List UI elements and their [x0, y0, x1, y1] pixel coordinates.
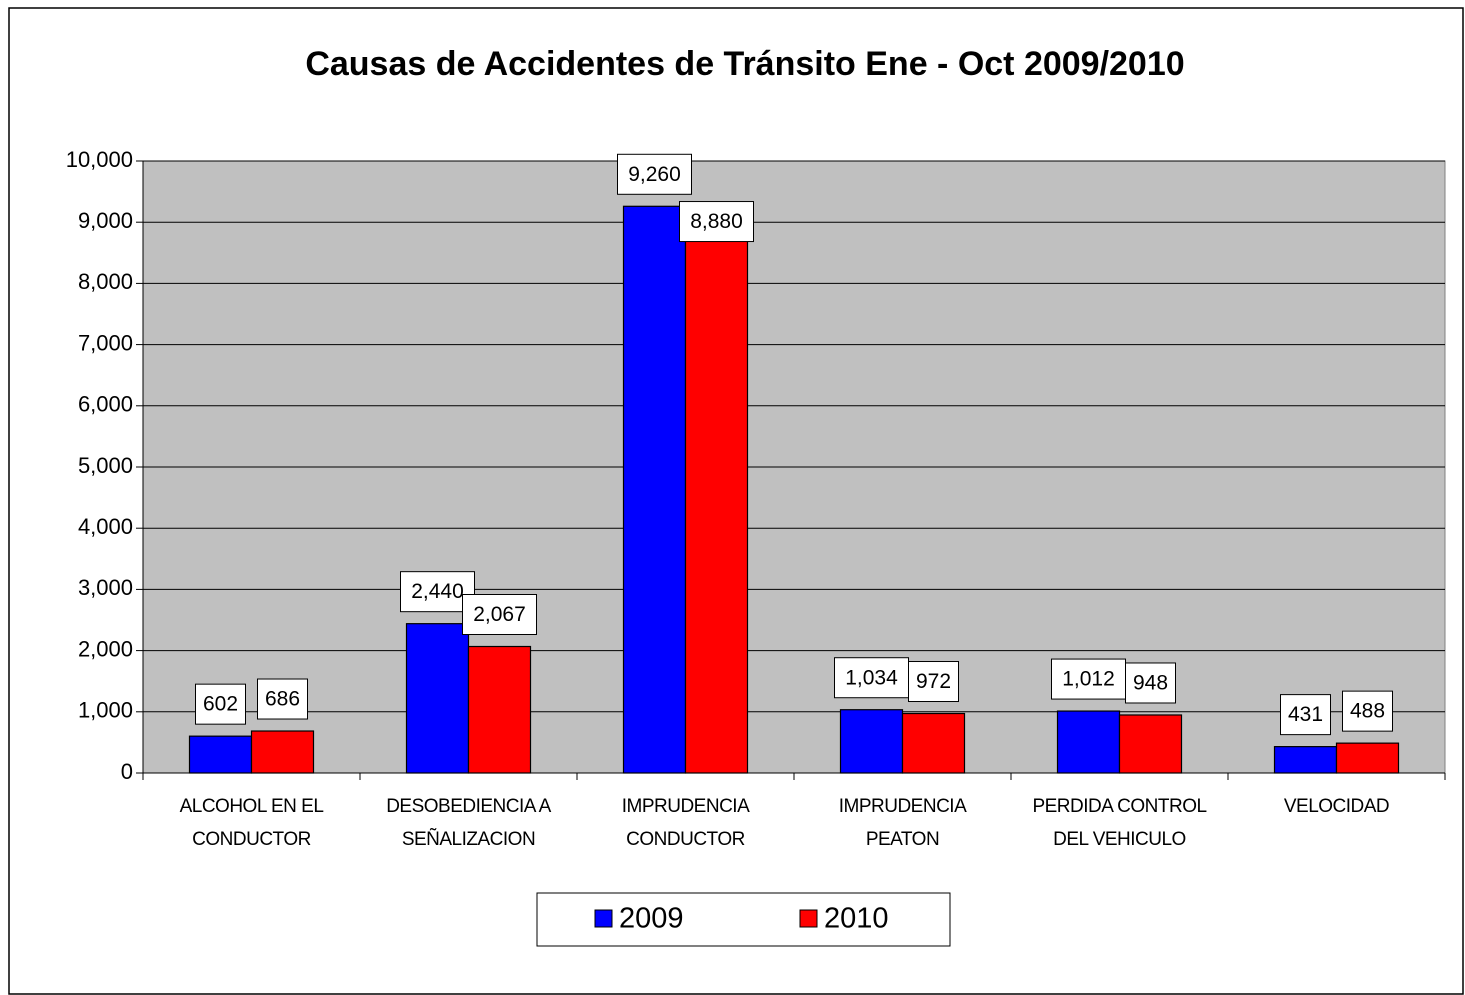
label-box	[834, 657, 909, 699]
data-label: 1,034	[845, 666, 898, 689]
x-tick-label: IMPRUDENCIA PEATON	[838, 796, 967, 850]
data-label: 8,880	[690, 210, 743, 233]
label-box	[1342, 690, 1393, 732]
bar	[188, 735, 253, 774]
label-box	[1280, 694, 1331, 736]
y-tick-label: 4,000	[78, 514, 133, 539]
data-label: 686	[265, 688, 300, 711]
bar	[901, 712, 966, 774]
legend-label: 2010	[824, 903, 889, 935]
bar	[467, 645, 532, 774]
x-tick-label: ALCOHOL EN EL CONDUCTOR	[179, 796, 324, 850]
y-tick-label: 2,000	[78, 636, 133, 661]
y-tick-label: 1,000	[78, 698, 133, 723]
data-label: 9,260	[628, 163, 681, 186]
x-tick-label: PERDIDA CONTROL DEL VEHICULO	[1032, 796, 1207, 850]
y-tick-label: 6,000	[78, 392, 133, 417]
y-tick-label: 9,000	[78, 208, 133, 233]
label-box	[908, 661, 959, 703]
bar	[622, 205, 687, 774]
data-label: 488	[1350, 700, 1385, 723]
y-tick-label: 0	[121, 759, 133, 784]
y-tick-label: 5,000	[78, 453, 133, 478]
bar	[1056, 710, 1121, 774]
data-label: 972	[916, 670, 951, 693]
label-box	[462, 593, 537, 635]
data-label: 2,440	[411, 580, 464, 603]
label-box	[1051, 658, 1126, 700]
label-box	[195, 683, 246, 725]
y-tick-label: 3,000	[78, 575, 133, 600]
label-box	[1125, 662, 1176, 704]
legend-label: 2009	[619, 903, 684, 935]
label-box	[617, 153, 692, 195]
y-tick-label: 8,000	[78, 269, 133, 294]
y-tick-label: 7,000	[78, 330, 133, 355]
bar	[250, 730, 315, 774]
bar	[1273, 746, 1338, 774]
data-label: 2,067	[473, 603, 526, 626]
bar	[405, 623, 470, 774]
x-tick-label: VELOCIDAD	[1283, 796, 1390, 817]
label-box	[679, 201, 754, 243]
chart-title: Causas de Accidentes de Tránsito Ene - O…	[305, 45, 1184, 83]
data-label: 602	[203, 693, 238, 716]
bar	[1118, 714, 1183, 774]
data-label: 431	[1288, 703, 1323, 726]
x-tick-label: IMPRUDENCIA CONDUCTOR	[621, 796, 750, 850]
data-label: 1,012	[1062, 668, 1115, 691]
y-tick-label: 10,000	[66, 147, 133, 172]
bar	[1335, 742, 1400, 774]
bar	[684, 228, 749, 774]
bar	[839, 709, 904, 774]
data-label: 948	[1133, 672, 1168, 695]
legend-swatch	[799, 909, 818, 928]
legend-swatch	[594, 909, 613, 928]
x-tick-label: DESOBEDIENCIA A SEÑALIZACION	[386, 796, 551, 850]
label-box	[257, 678, 308, 720]
